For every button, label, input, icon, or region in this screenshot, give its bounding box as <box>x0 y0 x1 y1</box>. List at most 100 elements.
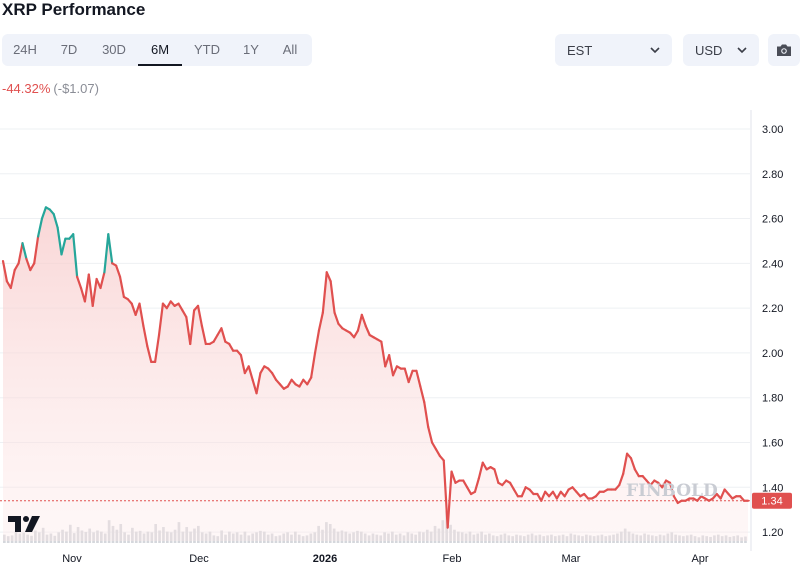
watermark: FINBOLD <box>626 481 718 501</box>
y-tick-label: 1.60 <box>762 438 783 450</box>
price-line-segment <box>220 327 227 343</box>
price-line-segment <box>247 365 254 381</box>
price-line-segment <box>91 277 98 307</box>
y-tick-label: 3.00 <box>762 124 783 136</box>
price-line-segment <box>380 340 387 368</box>
price-line-segment <box>181 309 188 319</box>
price-line-segment <box>430 441 438 451</box>
price-line-segment <box>33 235 40 265</box>
tab-24h[interactable]: 24H <box>13 42 37 57</box>
timezone-select[interactable]: EST <box>555 34 672 66</box>
price-line-segment <box>391 365 399 377</box>
price-line-segment <box>360 313 367 328</box>
price-line-segment <box>407 369 414 384</box>
price-line-segment <box>103 233 110 274</box>
price-line-segment <box>255 371 262 395</box>
price-line-segment <box>629 457 636 471</box>
screenshot-button[interactable] <box>768 34 800 66</box>
y-tick-label: 2.40 <box>762 258 783 270</box>
price-line-segment <box>259 365 266 375</box>
price-line-segment <box>321 271 328 314</box>
price-line-segment <box>60 237 67 256</box>
price-line-segment <box>317 311 324 332</box>
price-line-segment <box>17 242 24 265</box>
price-line-segment <box>76 275 83 290</box>
price-line-segment <box>298 378 305 388</box>
time-range-tabs: 24H 7D 30D 6M YTD 1Y All <box>2 34 312 66</box>
price-line-segment <box>329 280 336 314</box>
price-line-segment <box>13 262 20 272</box>
price-line-segment <box>333 311 340 325</box>
price-line-segment <box>466 486 473 496</box>
price-line-segment <box>622 452 629 475</box>
y-tick-label: 2.00 <box>762 348 783 360</box>
price-line-segment <box>493 468 500 484</box>
price-line-segment <box>415 369 422 388</box>
price-line-segment <box>306 376 313 386</box>
price-line-segment <box>481 461 488 471</box>
tab-30d[interactable]: 30D <box>102 42 126 57</box>
tab-7d[interactable]: 7D <box>60 42 78 57</box>
price-line-segment <box>434 448 441 458</box>
tab-ytd[interactable]: YTD <box>194 42 220 57</box>
y-tick-label: 2.60 <box>762 214 783 226</box>
price-line-segment <box>618 472 625 487</box>
tab-all[interactable]: All <box>282 42 298 57</box>
price-line-segment <box>477 461 484 480</box>
timezone-value: EST <box>567 42 593 58</box>
chevron-down-icon <box>650 47 660 54</box>
price-line-segment <box>29 262 36 272</box>
x-tick-label: Feb <box>443 553 462 565</box>
price-line-segment <box>185 315 192 346</box>
x-tick-label: 2026 <box>313 553 337 565</box>
price-line-segment <box>310 351 317 379</box>
price-line-segment <box>200 324 207 346</box>
price-line-segment <box>512 488 519 498</box>
price-line-segment <box>87 273 94 307</box>
x-tick-label: Mar <box>562 553 581 565</box>
tradingview-logo <box>8 516 40 532</box>
price-line-segment <box>388 354 395 377</box>
price-line-segment <box>668 481 675 498</box>
price-line-segment <box>83 273 90 303</box>
y-tick-label: 1.40 <box>762 482 783 494</box>
last-price-label: 1.34 <box>761 496 782 508</box>
price-line-segment <box>228 342 235 352</box>
x-tick-label: Dec <box>189 553 209 565</box>
price-chart[interactable]: 3.00 2.80 2.60 2.40 2.20 2.00 1.80 1.60 1.40 1.20… <box>0 110 809 571</box>
change-percent: -44.32% <box>2 81 51 96</box>
currency-select[interactable]: USD <box>683 34 759 66</box>
price-line-segment <box>146 345 153 363</box>
price-line-segment <box>633 468 640 478</box>
y-tick-label: 2.20 <box>762 303 783 315</box>
price-line-segment <box>446 470 453 529</box>
price-line-segment <box>130 302 137 316</box>
camera-icon <box>777 44 791 56</box>
price-line-segment <box>520 486 527 498</box>
price-line-segment <box>356 313 363 332</box>
price-line-segment <box>115 264 122 278</box>
price-line-segment <box>551 490 558 500</box>
y-tick-label: 1.80 <box>762 393 783 405</box>
price-line-segment <box>177 302 184 312</box>
area-fill <box>3 207 748 541</box>
y-tick-label: 1.20 <box>762 527 783 539</box>
price-line-segment <box>719 488 726 500</box>
price-line-segment <box>403 367 410 384</box>
price-line-segment <box>40 206 48 220</box>
price-line-segment <box>154 333 161 363</box>
price-line-segment <box>212 333 219 343</box>
price-line-segment <box>21 242 28 260</box>
price-line-segment <box>52 212 59 229</box>
price-line-segment <box>364 324 371 337</box>
x-tick-label: Apr <box>691 553 708 565</box>
price-line-segment <box>142 324 149 348</box>
price-line-segment <box>473 477 480 493</box>
price-line-segment <box>56 226 63 256</box>
tab-1y[interactable]: 1Y <box>243 42 259 57</box>
tab-6m[interactable]: 6M <box>138 34 182 66</box>
price-line-segment <box>118 275 126 299</box>
last-price-badge <box>752 492 792 509</box>
price-line-segment <box>9 268 16 290</box>
price-line-segment <box>99 271 106 290</box>
